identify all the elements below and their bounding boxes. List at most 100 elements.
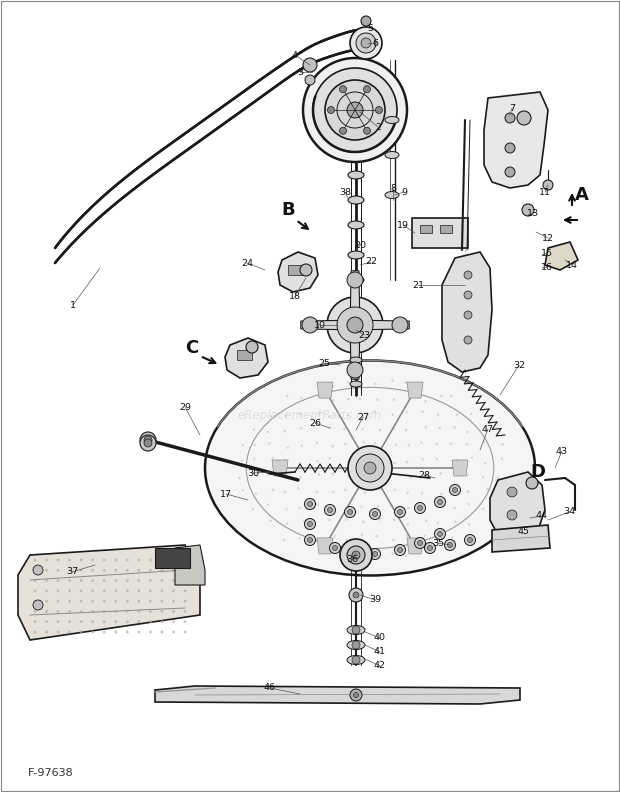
Circle shape [308,538,312,543]
Circle shape [172,610,175,613]
Circle shape [327,297,383,353]
Circle shape [485,460,487,463]
Text: 44: 44 [535,512,547,520]
Ellipse shape [347,626,365,634]
Circle shape [415,538,425,549]
Circle shape [356,33,376,53]
Text: 29: 29 [179,402,191,412]
Circle shape [389,432,392,433]
Circle shape [34,620,36,623]
Polygon shape [18,545,200,640]
Circle shape [184,630,186,633]
Circle shape [115,620,117,623]
Circle shape [271,413,273,415]
Circle shape [239,456,241,459]
Circle shape [363,459,365,461]
Circle shape [464,336,472,344]
Circle shape [464,311,472,319]
Circle shape [298,445,300,447]
Text: 38: 38 [339,188,351,196]
Circle shape [436,518,438,520]
Polygon shape [175,545,205,585]
Circle shape [407,523,409,525]
Text: F-97638: F-97638 [28,768,74,778]
Text: 16: 16 [541,262,553,272]
Circle shape [239,492,241,493]
Circle shape [404,394,406,397]
Bar [440,225,452,233]
Circle shape [138,610,140,613]
Circle shape [270,489,272,491]
Circle shape [397,547,402,553]
Circle shape [348,505,350,507]
Text: 11: 11 [539,188,551,196]
Circle shape [45,580,48,582]
Circle shape [469,476,471,478]
Circle shape [161,580,163,582]
Circle shape [334,539,335,541]
Text: C: C [185,339,198,357]
Circle shape [347,362,363,378]
Circle shape [498,444,500,446]
Circle shape [373,551,378,557]
Circle shape [317,489,319,490]
Text: 46: 46 [264,683,276,692]
Circle shape [337,307,373,343]
Circle shape [45,569,48,572]
Circle shape [333,444,335,446]
Circle shape [360,399,361,402]
Circle shape [345,383,347,385]
Circle shape [361,477,363,479]
Circle shape [347,272,363,288]
Circle shape [272,444,274,446]
Circle shape [423,504,425,505]
Circle shape [267,458,269,459]
Text: B: B [281,201,295,219]
Circle shape [327,106,335,113]
Text: 30: 30 [247,469,259,478]
Circle shape [33,600,43,610]
Circle shape [80,620,82,623]
Circle shape [376,476,378,478]
Circle shape [256,444,258,445]
Text: 25: 25 [318,359,330,367]
Circle shape [415,502,425,513]
Circle shape [373,512,378,516]
Circle shape [282,400,285,402]
Circle shape [303,58,407,162]
Circle shape [424,400,427,402]
Circle shape [332,506,334,508]
Circle shape [161,590,163,592]
Circle shape [343,445,345,447]
Polygon shape [484,92,548,188]
Circle shape [138,600,140,603]
Text: 24: 24 [241,258,253,268]
Text: 43: 43 [556,447,568,455]
Circle shape [138,580,140,582]
Polygon shape [492,525,550,552]
Circle shape [484,430,486,432]
Circle shape [282,503,284,505]
Circle shape [423,493,425,495]
Circle shape [453,538,455,540]
Text: 14: 14 [566,261,578,269]
Ellipse shape [348,276,364,284]
Circle shape [34,590,36,592]
Text: 2: 2 [375,123,381,131]
Circle shape [408,487,410,489]
Circle shape [312,523,314,524]
Circle shape [34,569,36,572]
Circle shape [45,630,48,633]
Text: 26: 26 [309,418,321,428]
Circle shape [80,590,82,592]
Circle shape [255,426,257,428]
Circle shape [505,167,515,177]
Circle shape [92,580,94,582]
Circle shape [454,506,456,508]
Circle shape [80,630,82,633]
Circle shape [172,630,175,633]
Circle shape [440,474,442,476]
Circle shape [340,128,347,135]
Circle shape [267,506,268,508]
Circle shape [316,442,318,444]
